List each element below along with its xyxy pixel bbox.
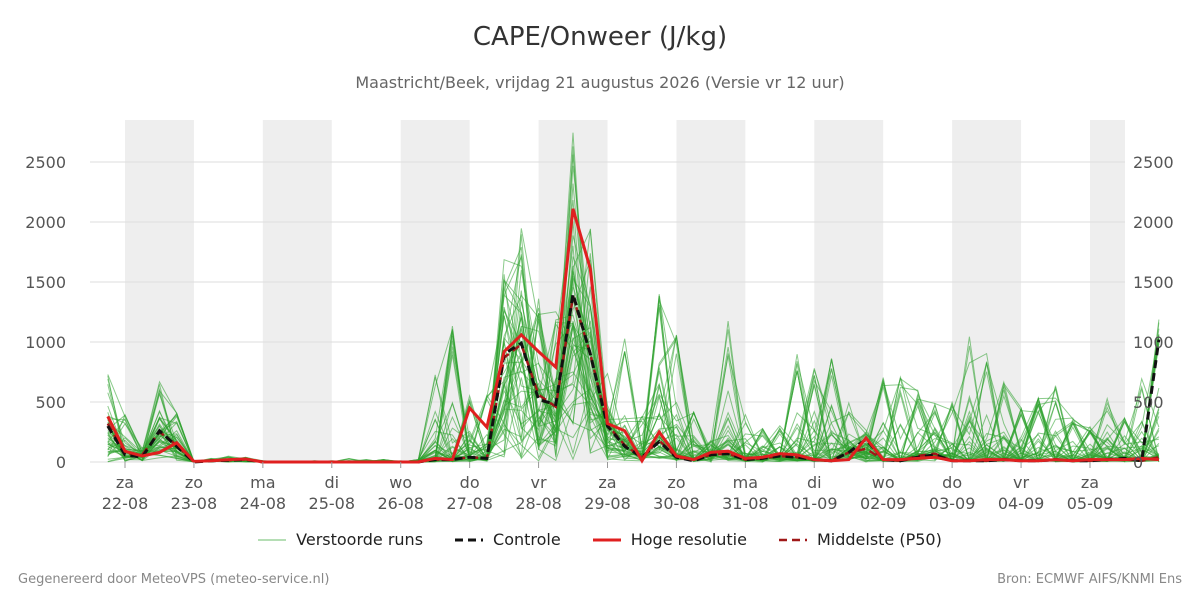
x-tick-date: 05-09 [1067, 494, 1114, 513]
footer-source: Bron: ECMWF AIFS/KNMI Ens [997, 572, 1182, 587]
y-tick-label-right: 2000 [1133, 213, 1174, 232]
x-tick-date: 28-08 [515, 494, 562, 513]
legend-label-median: Middelste (P50) [816, 530, 942, 549]
legend-label-ensemble: Verstoorde runs [296, 530, 424, 549]
chart-title: CAPE/Onweer (J/kg) [472, 22, 728, 52]
x-tick-day: vr [531, 473, 547, 492]
legend-swatch-median [778, 538, 807, 541]
y-tick-label-left: 500 [35, 393, 66, 412]
legend-item-median[interactable]: Middelste (P50) [778, 530, 942, 549]
x-tick-date: 30-08 [653, 494, 700, 513]
weekend-band [125, 120, 194, 462]
x-tick-day: wo [872, 473, 895, 492]
x-tick-day: ma [733, 473, 758, 492]
x-tick-day: do [460, 473, 480, 492]
legend-label-control: Controle [493, 530, 561, 549]
legend-swatch-control [455, 538, 484, 541]
x-tick-day: za [116, 473, 134, 492]
x-tick-date: 25-08 [309, 494, 356, 513]
main-lines [106, 208, 1161, 464]
x-tick-day: zo [667, 473, 685, 492]
y-tick-label-left: 1000 [25, 333, 66, 352]
x-tick-date: 23-08 [171, 494, 218, 513]
x-tick-day: di [807, 473, 822, 492]
legend-item-control[interactable]: Controle [455, 530, 561, 549]
y-tick-label-left: 0 [56, 453, 66, 472]
footer-generated-by: Gegenereerd door MeteoVPS (meteo-service… [18, 572, 330, 587]
y-tick-label-left: 1500 [25, 273, 66, 292]
hires-line [106, 208, 1160, 464]
x-tick-day: ma [250, 473, 275, 492]
x-tick-date: 29-08 [584, 494, 631, 513]
x-tick-date: 22-08 [102, 494, 149, 513]
x-tick-date: 27-08 [446, 494, 493, 513]
legend-item-ensemble[interactable]: Verstoorde runs [258, 530, 423, 549]
y-tick-label-right: 2500 [1133, 153, 1174, 172]
x-tick-day: za [598, 473, 616, 492]
y-tick-label-right: 1500 [1133, 273, 1174, 292]
legend-label-hires: Hoge resolutie [630, 530, 747, 549]
y-tick-label-left: 2500 [25, 153, 66, 172]
x-tick-date: 24-08 [240, 494, 287, 513]
weekend-band [400, 120, 470, 462]
legend-item-hires[interactable]: Hoge resolutie [592, 530, 747, 549]
y-axis-ticks: 0 0 500 500 1000 1000 1500 1500 2000 2000 2500 2500 [25, 153, 1173, 472]
x-tick-day: zo [185, 473, 203, 492]
x-tick-day: za [1081, 473, 1099, 492]
x-tick-date: 31-08 [722, 494, 769, 513]
x-tick-date: 04-09 [998, 494, 1045, 513]
y-tick-label-right: 500 [1133, 393, 1164, 412]
chart-subtitle: Maastricht/Beek, vrijdag 21 augustus 202… [355, 73, 845, 92]
y-tick-label-right: 0 [1133, 453, 1143, 472]
x-tick-date: 03-09 [929, 494, 976, 513]
x-tick-day: do [942, 473, 962, 492]
x-tick-day: vr [1013, 473, 1029, 492]
x-tick-date: 01-09 [791, 494, 838, 513]
x-tick-day: di [324, 473, 339, 492]
weekend-bands [125, 120, 1125, 462]
legend-swatch-ensemble [258, 539, 287, 540]
legend: Verstoorde runs Controle Hoge resolutie … [0, 530, 1200, 549]
x-tick-day: wo [389, 473, 412, 492]
weekend-band [262, 120, 332, 462]
y-tick-label-right: 1000 [1133, 333, 1174, 352]
legend-swatch-hires [592, 538, 621, 541]
x-tick-date: 02-09 [860, 494, 907, 513]
x-tick-date: 26-08 [377, 494, 424, 513]
y-tick-label-left: 2000 [25, 213, 66, 232]
x-axis-ticks: za 22-08 zo 23-08 ma 24-08 di 25-08 wo 26-08 do 27-… [102, 462, 1114, 513]
